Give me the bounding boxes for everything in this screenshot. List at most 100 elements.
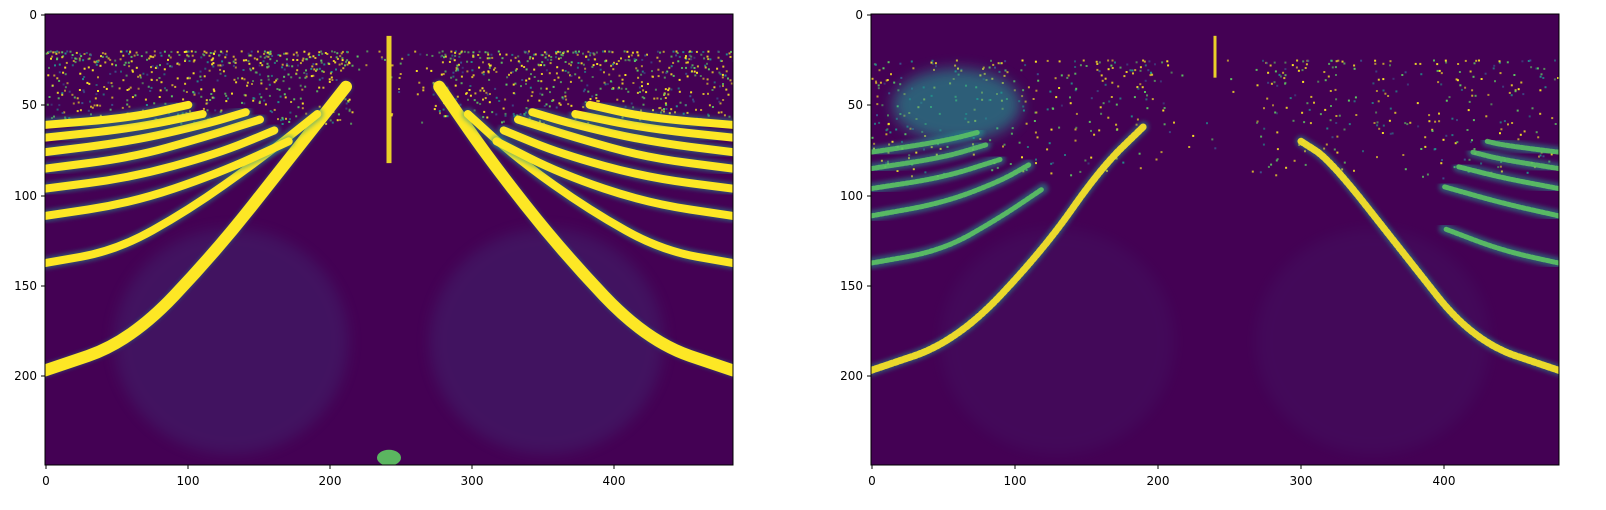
noise-speck — [341, 59, 344, 62]
noise-speck — [558, 102, 561, 105]
glow-region — [1255, 228, 1490, 455]
noise-speck — [1301, 111, 1304, 114]
noise-speck — [1445, 99, 1448, 102]
noise-speck — [220, 50, 223, 53]
noise-speck — [302, 57, 305, 60]
noise-speck — [721, 76, 724, 79]
noise-speck — [1328, 62, 1331, 65]
noise-speck — [176, 62, 179, 65]
noise-speck — [1046, 108, 1049, 111]
noise-speck — [77, 101, 80, 104]
noise-speck — [621, 78, 624, 81]
noise-speck — [457, 69, 460, 72]
noise-speck — [210, 93, 213, 95]
noise-speck — [1335, 60, 1338, 63]
noise-speck — [1510, 94, 1513, 97]
noise-speck — [1304, 67, 1307, 69]
noise-speck — [1353, 67, 1356, 70]
noise-speck — [692, 100, 695, 103]
noise-speck — [1108, 100, 1111, 103]
noise-speck — [716, 67, 719, 70]
bottom-spot — [377, 449, 401, 465]
noise-speck — [1389, 132, 1392, 135]
curve-right-4 — [871, 142, 989, 172]
y-tick-label-left-4: 200 — [14, 369, 37, 383]
noise-speck — [589, 52, 592, 54]
noise-speck — [64, 52, 67, 55]
noise-speck — [730, 50, 732, 53]
noise-speck — [484, 51, 487, 54]
noise-speck — [191, 54, 194, 57]
noise-speck — [1096, 90, 1099, 93]
noise-speck — [1338, 114, 1341, 117]
noise-speck — [305, 75, 308, 78]
noise-speck — [101, 55, 104, 58]
noise-speck — [260, 79, 263, 82]
noise-speck — [150, 55, 153, 58]
noise-speck — [318, 86, 321, 89]
noise-speck — [133, 54, 136, 57]
noise-speck — [1055, 96, 1058, 99]
noise-speck — [599, 68, 602, 71]
noise-speck — [717, 56, 720, 59]
noise-speck — [1514, 90, 1517, 93]
noise-speck — [432, 82, 435, 85]
noise-speck — [80, 55, 83, 58]
noise-speck — [305, 112, 308, 115]
noise-speck — [1084, 159, 1087, 162]
noise-speck — [500, 61, 503, 64]
noise-speck — [1464, 86, 1467, 89]
noise-speck — [75, 57, 78, 60]
noise-speck — [1348, 123, 1351, 126]
noise-speck — [886, 79, 889, 81]
x-tick-label-right-0: 0 — [868, 474, 876, 488]
noise-speck — [222, 70, 225, 73]
noise-speck — [1499, 132, 1501, 135]
noise-speck — [401, 57, 404, 60]
curve-right-9 — [1456, 164, 1559, 192]
noise-speck — [604, 50, 606, 53]
noise-speck — [640, 65, 643, 68]
noise-speck — [569, 74, 571, 77]
noise-speck — [455, 78, 458, 81]
noise-speck — [1464, 59, 1467, 62]
noise-speck — [326, 53, 329, 55]
noise-speck — [716, 97, 719, 100]
noise-speck — [187, 55, 190, 58]
noise-speck — [1181, 74, 1184, 77]
noise-speck — [483, 89, 486, 92]
noise-speck — [1392, 77, 1395, 80]
noise-speck — [292, 53, 295, 56]
noise-speck — [295, 51, 298, 54]
noise-speck — [293, 98, 296, 101]
noise-speck — [248, 54, 251, 57]
noise-speck — [665, 71, 668, 74]
noise-speck — [887, 61, 890, 64]
noise-speck — [1324, 108, 1327, 111]
curve-left-10 — [492, 137, 733, 220]
noise-speck — [491, 111, 494, 114]
noise-speck — [505, 53, 508, 56]
noise-speck — [690, 51, 693, 53]
noise-speck — [321, 70, 324, 73]
noise-speck — [128, 105, 131, 108]
noise-speck — [529, 56, 532, 59]
noise-speck — [1000, 62, 1003, 65]
noise-speck — [493, 68, 495, 71]
noise-speck — [471, 69, 474, 72]
noise-speck — [52, 51, 55, 54]
noise-speck — [51, 55, 54, 58]
noise-speck — [91, 106, 94, 109]
noise-speck — [895, 128, 898, 131]
noise-speck — [58, 104, 61, 107]
noise-speck — [998, 70, 1001, 73]
noise-speck — [320, 59, 323, 62]
noise-speck — [82, 78, 84, 81]
noise-speck — [336, 52, 339, 55]
noise-speck — [1129, 69, 1132, 72]
noise-speck — [1276, 158, 1279, 161]
noise-speck — [324, 52, 327, 54]
noise-speck — [466, 70, 469, 73]
curve-left-1 — [45, 110, 322, 268]
noise-speck — [258, 93, 261, 96]
